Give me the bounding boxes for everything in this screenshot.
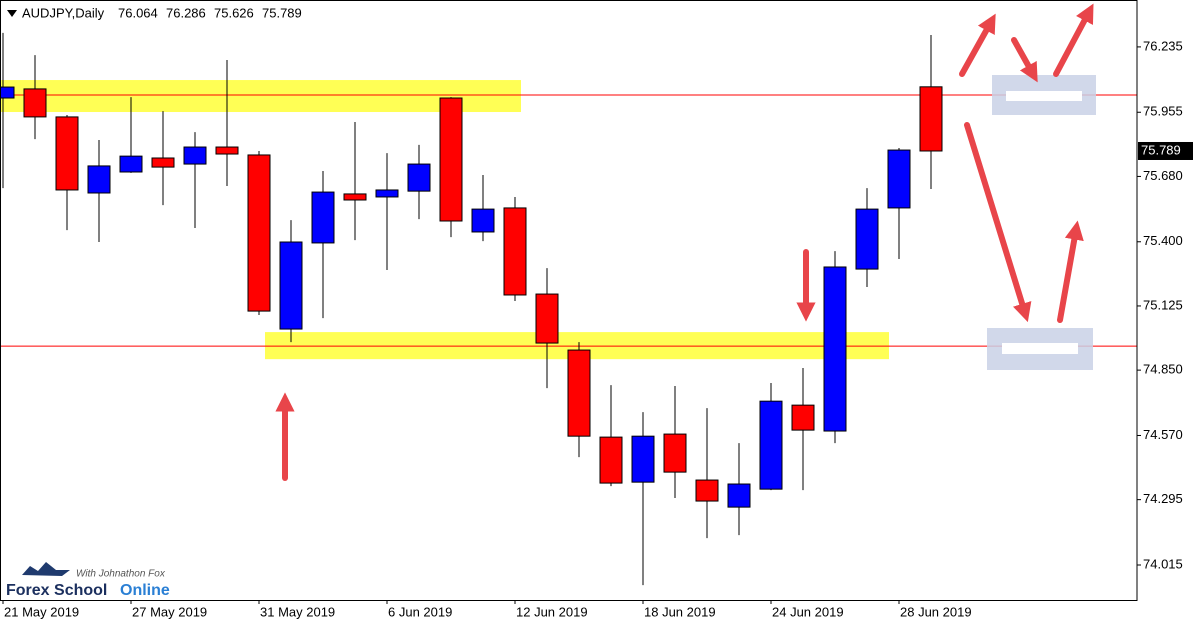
arrow — [959, 13, 996, 77]
candle-body — [535, 293, 559, 344]
candle-body — [23, 88, 47, 118]
target-box-inner — [1006, 91, 1082, 101]
candle-body — [119, 155, 143, 173]
x-tick-label: 12 Jun 2019 — [516, 604, 588, 619]
candle-body — [631, 435, 655, 483]
watermark-tagline: With Johnathon Fox — [76, 569, 166, 580]
x-tick-label: 24 Jun 2019 — [772, 604, 844, 619]
menu-triangle — [7, 10, 17, 17]
logo-icon — [22, 562, 70, 576]
price-label-box — [1138, 141, 1193, 160]
candle-body — [727, 483, 751, 508]
y-tick-label: 74.015 — [1143, 556, 1183, 571]
plot-area — [1, 32, 1137, 586]
ohlc-low: 75.626 — [214, 5, 254, 20]
target-box-inner — [1002, 343, 1078, 354]
plot-frame — [0, 0, 1138, 601]
x-tick-label: 6 Jun 2019 — [388, 604, 452, 619]
x-tick-label: 27 May 2019 — [132, 604, 207, 619]
arrow — [1053, 3, 1094, 77]
candle-body — [887, 149, 911, 209]
candle-body — [343, 193, 367, 201]
candle-body — [599, 436, 623, 484]
y-tick-label: 75.955 — [1143, 104, 1183, 119]
candle-body — [439, 97, 463, 222]
candle-body — [311, 191, 335, 244]
x-tick-label: 21 May 2019 — [4, 604, 79, 619]
candle-body — [215, 146, 239, 155]
ohlc-high: 76.286 — [166, 5, 206, 20]
candle-body — [279, 241, 303, 330]
y-tick-label: 76.235 — [1143, 38, 1183, 53]
x-tick-label: 18 Jun 2019 — [644, 604, 716, 619]
ohlc-open: 76.064 — [118, 5, 158, 20]
candle-body — [919, 86, 943, 152]
candle-body — [407, 163, 431, 192]
x-tick-label: 31 May 2019 — [260, 604, 335, 619]
candle-body — [855, 208, 879, 270]
candle-body — [567, 349, 591, 437]
y-tick-label: 75.125 — [1143, 297, 1183, 312]
candle-body — [471, 208, 495, 233]
candle-body — [183, 146, 207, 165]
watermark-brand-accent: Online — [120, 582, 170, 599]
chart-title: AUDJPY,Daily — [22, 5, 105, 20]
y-tick-label: 74.850 — [1143, 362, 1183, 377]
candle-body — [87, 165, 111, 194]
y-tick-label: 75.680 — [1143, 168, 1183, 183]
y-tick-label: 74.295 — [1143, 491, 1183, 506]
arrow — [1011, 37, 1038, 83]
candle-body — [695, 479, 719, 502]
candle-body — [1, 86, 15, 99]
candle-body — [791, 404, 815, 431]
candle-body — [759, 400, 783, 490]
arrow — [1057, 220, 1084, 323]
y-tick-label: 74.570 — [1143, 427, 1183, 442]
candle-body — [823, 266, 847, 432]
candle-body — [663, 433, 687, 473]
price-label: 75.789 — [1141, 142, 1181, 157]
candle-body — [151, 157, 175, 168]
arrow — [964, 122, 1032, 323]
watermark-brand: Forex School — [6, 582, 107, 599]
ohlc-close: 75.789 — [262, 5, 302, 20]
y-tick-label: 75.400 — [1143, 233, 1183, 248]
x-tick-label: 28 Jun 2019 — [900, 604, 972, 619]
annotations — [275, 3, 1096, 481]
candle-body — [247, 154, 271, 312]
candle-body — [375, 189, 399, 198]
zone — [1, 80, 521, 113]
candle-body — [503, 207, 527, 296]
watermark: With Johnathon Fox Forex School Online — [6, 562, 170, 599]
candle-body — [55, 116, 79, 191]
